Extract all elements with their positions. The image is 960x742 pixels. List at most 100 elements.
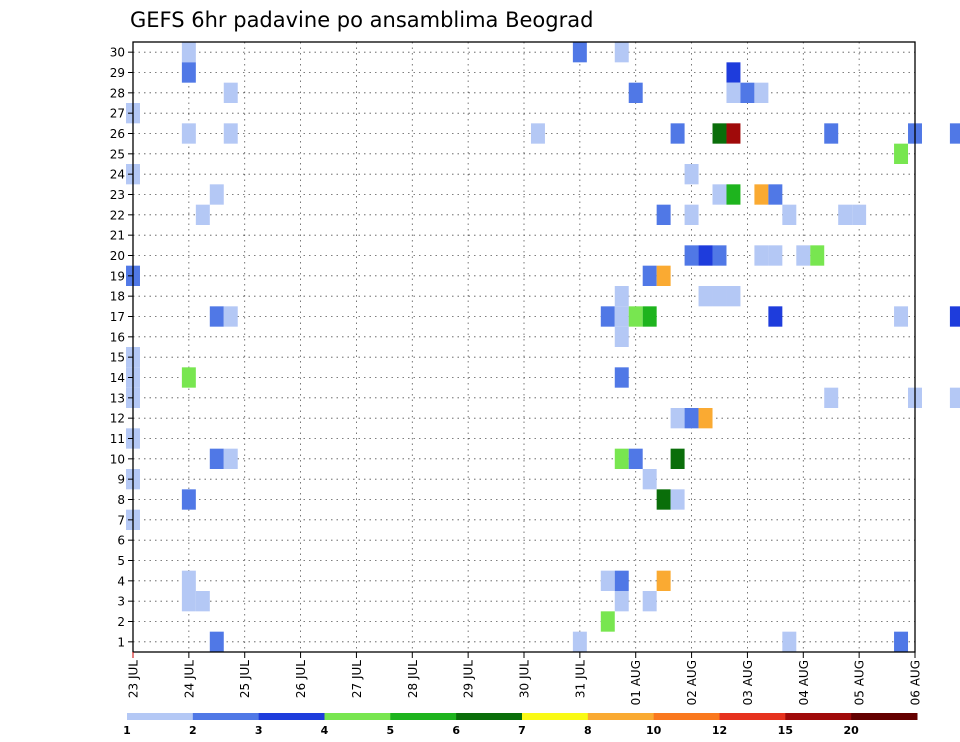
data-cell: [684, 245, 699, 266]
data-cell: [670, 408, 685, 429]
data-cell: [181, 570, 196, 591]
data-cell: [628, 82, 643, 103]
y-tick-label: 29: [110, 66, 125, 80]
data-cell: [684, 164, 699, 185]
data-cell: [223, 448, 238, 469]
data-cell: [209, 448, 224, 469]
x-axis: 23 JUL 24 JUL 25 JUL 26 JUL 27 JUL 28 JUL 29 J…: [127, 652, 923, 705]
x-tick-label: 31 JUL: [573, 660, 587, 698]
x-tick-label: 03 AUG: [741, 660, 755, 705]
data-cell: [600, 611, 615, 632]
data-cell: [614, 306, 629, 327]
data-cell: [209, 184, 224, 205]
data-cells: [126, 42, 960, 652]
data-cell: [530, 123, 545, 144]
data-cell: [894, 631, 909, 652]
data-cell: [223, 306, 238, 327]
colorbar-segment: [127, 713, 194, 720]
colorbar-segment: [390, 713, 457, 720]
data-cell: [181, 62, 196, 83]
data-cell: [824, 387, 839, 408]
data-cell: [684, 408, 699, 429]
y-tick-label: 6: [117, 534, 125, 548]
colorbar-label: 8: [584, 724, 592, 737]
data-cell: [712, 245, 727, 266]
y-tick-label: 26: [110, 127, 125, 141]
y-tick-label: 30: [110, 46, 125, 60]
colorbar-segment: [324, 713, 391, 720]
data-cell: [852, 204, 867, 225]
data-cell: [754, 245, 769, 266]
colorbar-segment: [851, 713, 918, 720]
y-tick-label: 17: [110, 310, 125, 324]
y-tick-label: 21: [110, 229, 125, 243]
data-cell: [726, 123, 741, 144]
data-cell: [656, 570, 671, 591]
data-cell: [754, 82, 769, 103]
data-cell: [642, 265, 657, 286]
colorbar-segment: [587, 713, 655, 720]
data-cell: [181, 489, 196, 510]
data-cell: [656, 204, 671, 225]
data-cell: [642, 469, 657, 490]
colorbar-label: 5: [387, 724, 395, 737]
data-cell: [949, 387, 960, 408]
data-cell: [572, 631, 587, 652]
data-cell: [195, 591, 210, 612]
y-tick-label: 10: [110, 452, 125, 466]
data-cell: [223, 82, 238, 103]
y-tick-label: 16: [110, 330, 125, 344]
x-tick-label: 29 JUL: [462, 660, 476, 698]
y-tick-label: 22: [110, 208, 125, 222]
y-tick-label: 9: [117, 473, 125, 487]
y-tick-label: 13: [110, 391, 125, 405]
data-cell: [726, 62, 741, 83]
data-cell: [614, 42, 629, 63]
x-tick-label: 28 JUL: [406, 660, 420, 698]
data-cell: [670, 448, 685, 469]
data-cell: [768, 245, 783, 266]
colorbar-label: 1: [123, 724, 131, 737]
data-cell: [181, 123, 196, 144]
data-cell: [949, 306, 960, 327]
y-tick-label: 4: [117, 574, 125, 588]
data-cell: [181, 591, 196, 612]
data-cell: [949, 123, 960, 144]
data-cell: [628, 448, 643, 469]
x-tick-label: 24 JUL: [182, 660, 196, 698]
x-tick-label: 01 AUG: [629, 660, 643, 705]
y-axis: 1234567891011121314151617181920212223242…: [110, 46, 133, 649]
y-tick-label: 1: [117, 635, 125, 649]
x-tick-label: 02 AUG: [685, 660, 699, 705]
y-tick-label: 11: [110, 432, 125, 446]
y-tick-label: 12: [110, 412, 125, 426]
colorbar-segment: [456, 713, 523, 720]
x-tick-label: 26 JUL: [294, 660, 308, 698]
x-tick-label: 30 JUL: [518, 660, 532, 698]
data-cell: [726, 286, 741, 307]
y-tick-label: 18: [110, 290, 125, 304]
data-cell: [656, 265, 671, 286]
colorbar: 1 2 3 4 5 6 7 8 10 12 15 20: [123, 713, 918, 737]
data-cell: [614, 286, 629, 307]
data-cell: [726, 82, 741, 103]
y-tick-label: 20: [110, 249, 125, 263]
colorbar-segment: [192, 713, 260, 720]
data-cell: [195, 204, 210, 225]
data-cell: [768, 306, 783, 327]
x-tick-label: 23 JUL: [127, 660, 141, 698]
x-tick-label: 04 AUG: [797, 660, 811, 705]
data-cell: [838, 204, 853, 225]
data-cell: [670, 489, 685, 510]
y-tick-label: 5: [117, 554, 125, 568]
data-cell: [614, 570, 629, 591]
y-tick-label: 14: [110, 371, 125, 385]
y-tick-label: 3: [117, 595, 125, 609]
colorbar-label: 6: [452, 724, 460, 737]
data-cell: [614, 326, 629, 347]
colorbar-label: 12: [712, 724, 727, 737]
data-cell: [614, 367, 629, 388]
colorbar-segment: [653, 713, 720, 720]
data-cell: [572, 42, 587, 63]
